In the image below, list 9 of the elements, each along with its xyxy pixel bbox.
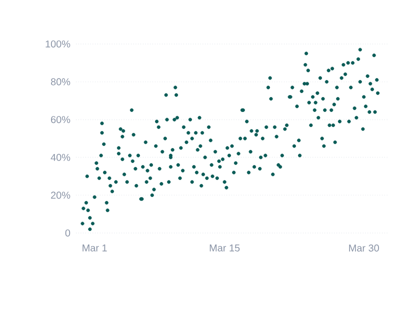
y-tick-label: 100% [46,40,70,48]
x-tick-label: Mar 1 [82,244,107,252]
y-tick-label: 60% [51,116,70,124]
y-tick-label: 40% [50,154,70,161]
x-tick-label: Mar 30 [349,244,379,252]
x-tick-label: Mar 15 [210,244,240,252]
y-tick-label: 20% [51,192,70,199]
y-tick-label: 0 [65,229,70,237]
y-tick-label: 80% [50,78,70,86]
